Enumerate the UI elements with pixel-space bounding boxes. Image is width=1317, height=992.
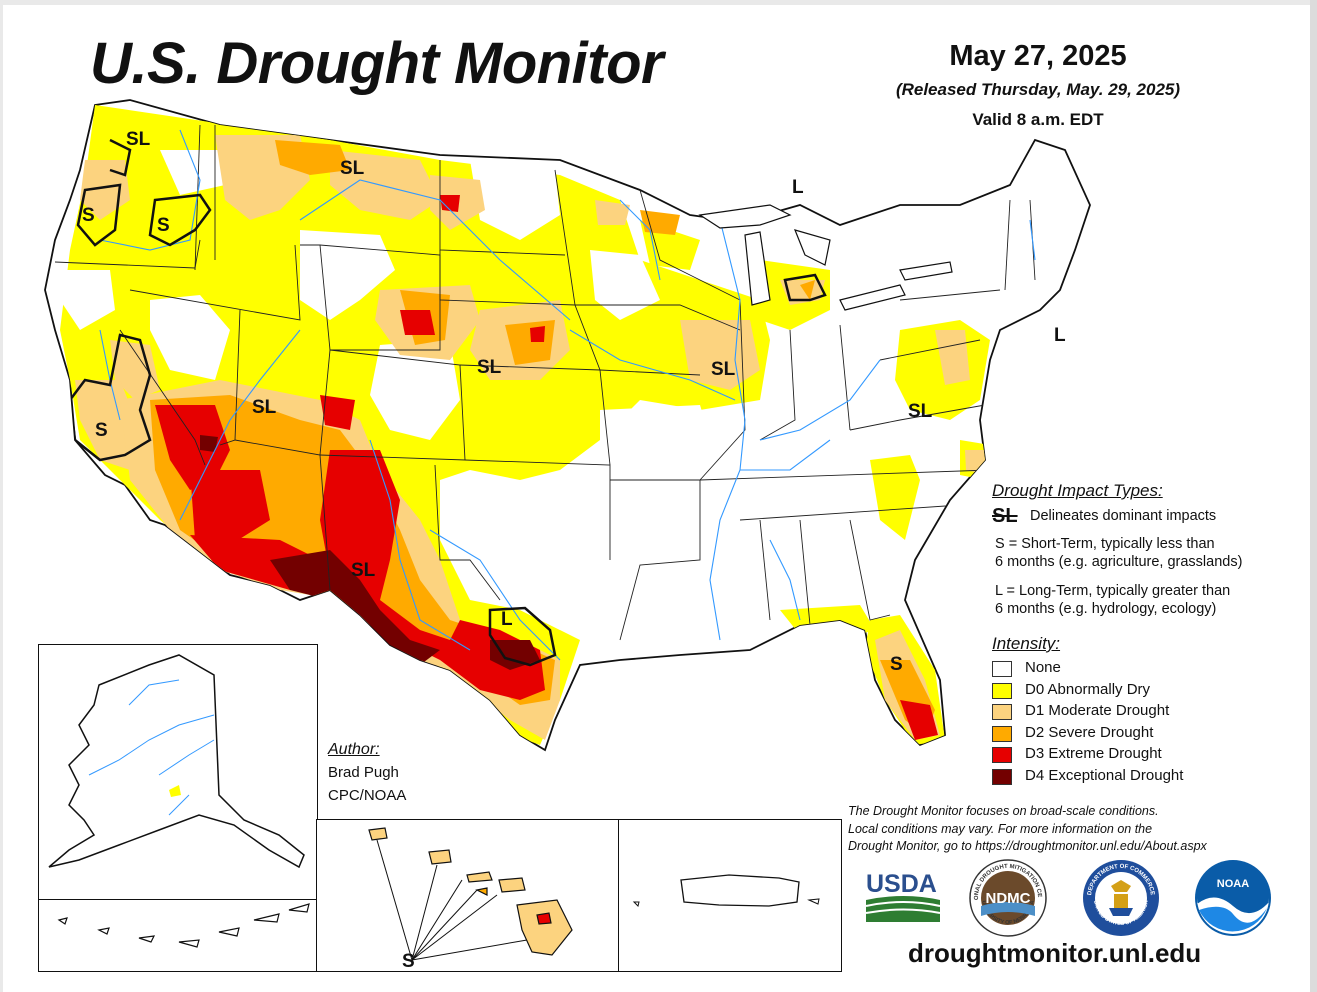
vieques-island — [807, 898, 820, 905]
impact-label-michigan: L — [792, 177, 804, 198]
puerto-rico-map — [632, 874, 820, 907]
valid-time: Valid 8 a.m. EDT — [972, 110, 1104, 129]
state-boundaries — [54, 124, 1036, 641]
impact-outlines — [68, 138, 827, 667]
ndmc-logo-text: NDMC — [986, 890, 1031, 907]
commerce-logo[interactable]: DEPARTMENT OF COMMERCE UNITED STATES OF … — [1081, 858, 1161, 938]
swatch-d1 — [992, 704, 1012, 720]
impact-label-nebraska: SL — [477, 357, 502, 378]
intensity-label-d4: D4 Exceptional Drought — [1025, 767, 1184, 784]
short-term-line2: 6 months (e.g. agriculture, grasslands) — [995, 554, 1243, 570]
intensity-label-d0: D0 Abnormally Dry — [1025, 681, 1151, 698]
impact-label-florida: S — [890, 654, 903, 675]
swatch-none — [992, 661, 1012, 677]
intensity-label-d3: D3 Extreme Drought — [1025, 745, 1162, 762]
impact-label-c-texas: L — [501, 609, 513, 630]
short-term-line1: S = Short-Term, typically less than — [995, 536, 1215, 552]
impact-symbol: SL — [992, 505, 1018, 527]
impact-label-e-oregon: S — [157, 215, 170, 236]
d4-areas — [200, 435, 540, 670]
author-org: CPC/NOAA — [328, 787, 407, 804]
swatch-d0 — [992, 683, 1012, 699]
impact-label-mid-atlantic: SL — [908, 401, 933, 422]
hawaii-islands — [368, 827, 573, 956]
rivers — [99, 129, 1036, 661]
swatch-d4 — [992, 769, 1012, 785]
impact-types-heading: Drought Impact Types: — [992, 481, 1163, 500]
impact-delineates-text: Delineates dominant impacts — [1030, 508, 1217, 524]
ndmc-logo[interactable]: NATIONAL DROUGHT MITIGATION CENTER UNIVE… — [966, 854, 1048, 938]
author-heading: Author: — [328, 741, 380, 758]
map-date: May 27, 2025 — [949, 40, 1127, 72]
website-link[interactable]: droughtmonitor.unl.edu — [908, 938, 1202, 968]
intensity-label-none: None — [1025, 659, 1061, 676]
puerto-rico-land — [680, 874, 800, 907]
impact-label-nw-washington: SL — [126, 129, 151, 150]
aleutian-islands — [57, 903, 310, 948]
d3-areas — [155, 195, 938, 740]
alaska-map — [48, 654, 305, 869]
author-name: Brad Pugh — [328, 764, 399, 781]
impact-label-hawaii: S — [402, 951, 415, 972]
hawaii-map — [368, 827, 573, 961]
usda-logo-text: USDA — [866, 870, 937, 898]
usda-logo[interactable]: USDA — [864, 868, 942, 924]
noaa-logo-text: NOAA — [1217, 878, 1249, 890]
long-term-line1: L = Long-Term, typically greater than — [995, 583, 1231, 599]
none-areas — [60, 150, 720, 640]
impact-label-illinois: SL — [711, 359, 736, 380]
disclaimer-line-3[interactable]: Drought Monitor, go to https://droughtmo… — [848, 839, 1207, 853]
impact-label-new-mexico: SL — [351, 560, 376, 581]
intensity-heading: Intensity: — [992, 634, 1061, 653]
page-edge — [1310, 0, 1317, 992]
alaska-rivers — [88, 679, 215, 816]
aleutians-map — [57, 903, 310, 948]
impact-label-n-rockies: SL — [340, 158, 365, 179]
intensity-label-d2: D2 Severe Drought — [1025, 724, 1154, 741]
alaska-d0 — [169, 785, 181, 797]
aleutians-inset — [38, 899, 318, 972]
disclaimer-line-2: Local conditions may vary. For more info… — [848, 821, 1153, 836]
long-term-line2: 6 months (e.g. hydrology, ecology) — [995, 601, 1217, 617]
mona-island — [632, 901, 640, 907]
disclaimer: The Drought Monitor focuses on broad-sca… — [848, 803, 1207, 856]
impact-label-california: S — [95, 420, 108, 441]
great-lakes — [698, 204, 953, 311]
swatch-d2 — [992, 726, 1012, 742]
alaska-inset — [38, 644, 318, 901]
hawaii-leader-lines — [376, 839, 528, 961]
disclaimer-line-1: The Drought Monitor focuses on broad-sca… — [848, 804, 1159, 818]
impact-label-northeast: L — [1054, 325, 1066, 346]
page-title: U.S. Drought Monitor — [90, 31, 664, 96]
impact-label-great-basin: SL — [252, 397, 277, 418]
impact-label-w-oregon: S — [82, 205, 95, 226]
release-date: (Released Thursday, May. 29, 2025) — [895, 80, 1181, 99]
intensity-label-d1: D1 Moderate Drought — [1025, 702, 1170, 719]
hawaii-inset — [316, 819, 620, 972]
puerto-rico-inset — [618, 819, 842, 972]
noaa-logo[interactable]: NOAA — [1193, 858, 1273, 938]
swatch-d3 — [992, 747, 1012, 763]
alaska-land — [48, 654, 305, 869]
